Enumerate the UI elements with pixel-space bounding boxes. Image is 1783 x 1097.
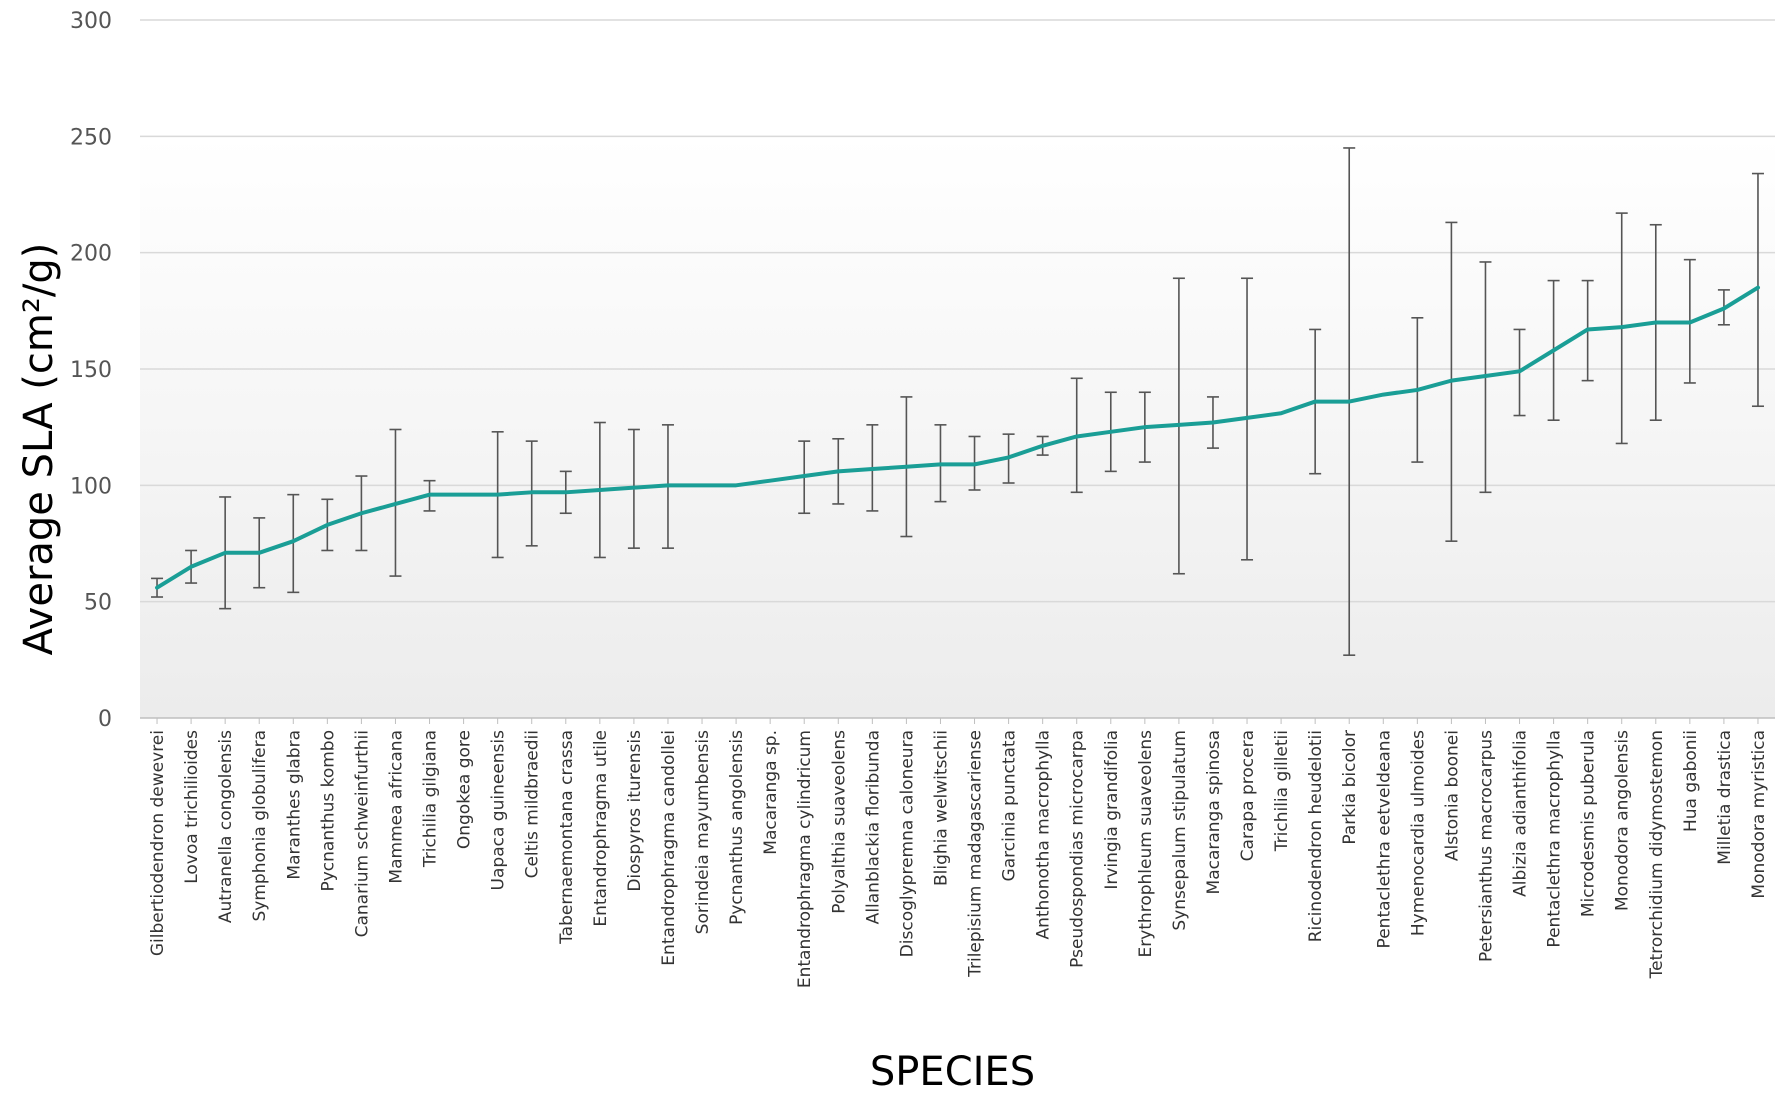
x-tick-label: Garcinia punctata — [1000, 730, 1020, 881]
x-tick-label: Hymenocardia ulmoides — [1408, 730, 1428, 936]
x-tick-label: Pentaclethra eetveldeana — [1374, 730, 1394, 948]
x-tick-label: Microdesmis puberula — [1579, 730, 1599, 917]
x-axis-title: SPECIES — [870, 1049, 1035, 1095]
x-tick-label: Hua gabonii — [1681, 730, 1701, 832]
x-tick-label: Tabernaemontana crassa — [557, 730, 577, 945]
x-tick-label: Erythrophleum suaveolens — [1136, 730, 1156, 958]
x-tick-label: Lovoa trichilioides — [182, 730, 202, 884]
x-tick-label: Monodora myristica — [1749, 730, 1769, 899]
x-tick-label: Entandrophragma candollei — [659, 730, 679, 966]
x-tick-label: Trichilia gilgiana — [421, 730, 441, 868]
x-tick-label: Alstonia boonei — [1442, 730, 1462, 861]
x-tick-label: Irvingia grandifolia — [1102, 730, 1122, 890]
x-tick-label: Polyalthia suaveolens — [829, 730, 849, 914]
x-tick-label: Trichilia gilletii — [1272, 730, 1292, 852]
x-tick-label: Gilbertiodendron dewevrei — [148, 730, 168, 956]
x-tick-label: Pycnanthus angolensis — [727, 730, 747, 925]
x-tick-label: Ongokea gore — [455, 730, 475, 849]
x-tick-label: Mammea africana — [386, 730, 406, 884]
x-tick-label: Allanblackia floribunda — [863, 730, 883, 924]
x-tick-label: Discoglypremna caloneura — [897, 730, 917, 957]
x-tick-label: Macaranga spinosa — [1204, 730, 1224, 894]
x-tick-label: Parkia bicolor — [1340, 730, 1360, 845]
grid-lines — [140, 19, 1775, 719]
x-tick-label: Maranthes glabra — [284, 730, 304, 880]
x-tick-label: Diospyros iturensis — [625, 730, 645, 892]
x-tick-label: Synsepalum stipulatum — [1170, 730, 1190, 931]
plot-area — [140, 136, 1775, 719]
x-tick-label: Uapaca guineensis — [489, 730, 509, 891]
y-tick-label: 0 — [98, 707, 112, 732]
x-tick-label: Entandrophragma cylindricum — [795, 730, 815, 988]
x-tick-label: Albizia adianthifolia — [1511, 730, 1531, 897]
x-tick-label: Sorindeia mayumbensis — [693, 730, 713, 934]
x-tick-label: Milletia drastica — [1715, 730, 1735, 865]
y-tick-label: 100 — [70, 474, 112, 499]
y-tick-label: 50 — [84, 591, 112, 616]
y-tick-label: 150 — [70, 358, 112, 383]
x-tick-label: Pseudospondias microcarpa — [1068, 730, 1088, 968]
x-tick-label: Trilepisium madagascariense — [966, 730, 986, 978]
y-tick-label: 200 — [70, 242, 112, 267]
x-tick-label: Macaranga sp. — [761, 730, 781, 855]
x-tick-label: Monodora angolensis — [1613, 730, 1633, 911]
x-tick-label: Blighia welwitschii — [931, 730, 951, 886]
x-tick-label: Anthonotha macrophylla — [1034, 730, 1054, 940]
x-tick-label: Entandrophragma utile — [591, 730, 611, 927]
x-tick-label: Carapa procera — [1238, 730, 1258, 861]
x-tick-label: Canarium schweinfurthii — [352, 730, 372, 937]
y-tick-label: 300 — [70, 9, 112, 34]
y-tick-label: 250 — [70, 125, 112, 150]
x-tick-label: Ricinodendron heudelotii — [1306, 730, 1326, 942]
x-tick-label: Petersianthus macrocarpus — [1476, 730, 1496, 962]
y-tick-labels: 0 50 100 150 200 250 300 — [70, 9, 112, 732]
error-bar — [287, 493, 300, 594]
x-tick-label: Pycnanthus kombo — [318, 730, 338, 892]
x-tick-label: Autranella congolensis — [216, 730, 236, 923]
y-axis-title: Average SLA (cm²/g) — [16, 243, 62, 656]
x-tick-label: Symphonia globulifera — [250, 730, 270, 921]
x-tick-label: Pentaclethra macrophylla — [1545, 730, 1565, 948]
x-tick-label: Tetrorchidium didymostemon — [1647, 730, 1667, 979]
series-line — [155, 285, 1760, 590]
x-tick-labels: Gilbertiodendron dewevrei Lovoa trichilio… — [148, 718, 1769, 988]
x-tick-label: Celtis mildbraedii — [523, 730, 543, 878]
